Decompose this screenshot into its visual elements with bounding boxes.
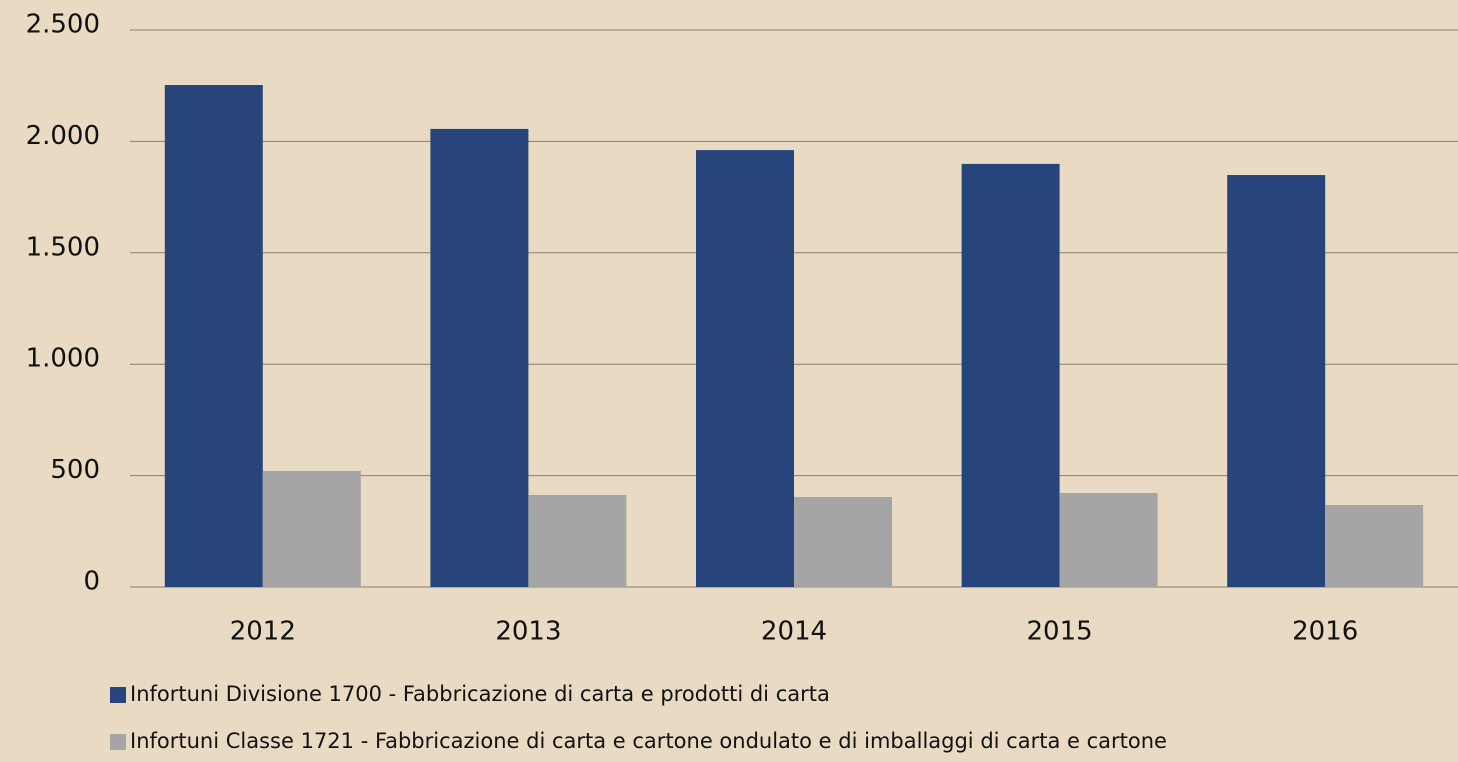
legend-swatch: [110, 734, 126, 750]
bar: [1227, 175, 1326, 588]
bar: [794, 496, 892, 587]
legend-label: Infortuni Classe 1721 - Fabbricazione di…: [130, 729, 1167, 753]
legend-label: Infortuni Divisione 1700 - Fabbricazione…: [130, 682, 830, 706]
bar: [961, 163, 1060, 587]
x-tick-label: 2014: [761, 617, 827, 647]
y-tick-label: 2.500: [26, 10, 100, 40]
x-tick-label: 2013: [495, 617, 561, 647]
bar: [1325, 505, 1424, 587]
bar: [430, 128, 529, 587]
y-tick-label: 1.500: [26, 232, 100, 262]
x-tick-label: 2016: [1292, 617, 1358, 647]
bar: [1059, 492, 1158, 587]
y-tick-label: 1.000: [26, 344, 100, 374]
bar: [528, 494, 627, 587]
y-tick-label: 2.000: [26, 121, 100, 151]
x-tick-label: 2015: [1027, 617, 1093, 647]
y-tick-label: 500: [50, 455, 100, 485]
bar: [164, 85, 263, 587]
legend-swatch: [110, 687, 126, 703]
bar: [262, 470, 361, 587]
y-tick-label: 0: [83, 567, 100, 597]
legend: Infortuni Divisione 1700 - Fabbricazione…: [110, 682, 1167, 753]
bar: [696, 150, 794, 587]
x-tick-label: 2012: [230, 617, 296, 647]
